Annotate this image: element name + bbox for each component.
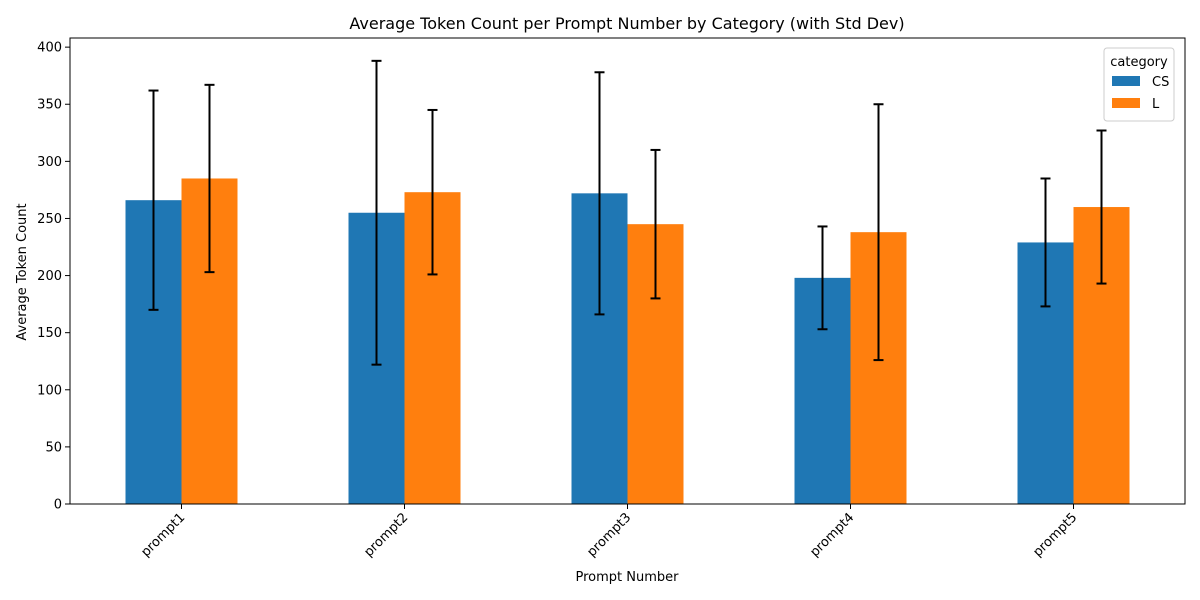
- y-tick-label: 0: [54, 498, 62, 513]
- error-bar-L-prompt5: [1096, 129, 1107, 285]
- error-bar-CS-prompt4: [817, 225, 828, 331]
- legend-label-L: L: [1152, 97, 1160, 112]
- x-tick-label: prompt4: [807, 510, 857, 560]
- error-bar-CS-prompt1: [148, 89, 159, 311]
- legend-label-CS: CS: [1152, 75, 1169, 90]
- x-tick-label: prompt3: [584, 510, 634, 560]
- y-tick-label: 200: [37, 269, 62, 284]
- legend: category CS L: [1103, 47, 1175, 122]
- y-tick-label: 150: [37, 326, 62, 341]
- x-tick-label: prompt5: [1030, 510, 1080, 560]
- y-tick-label: 400: [37, 41, 62, 56]
- legend-swatch-L: [1112, 98, 1140, 108]
- y-tick-label: 250: [37, 212, 62, 227]
- error-bar-L-prompt2: [427, 108, 438, 276]
- y-axis-label: Average Token Count: [15, 203, 30, 340]
- y-tick-label: 300: [37, 155, 62, 170]
- error-bar-L-prompt1: [204, 83, 215, 274]
- x-tick-label: prompt1: [138, 510, 188, 560]
- plot-area: 0 50 100 150 200 250 300 350 400 prompt1 prompt2 pr…: [37, 37, 1186, 560]
- error-bar-CS-prompt5: [1040, 177, 1051, 308]
- error-bar-CS-prompt2: [371, 59, 382, 366]
- error-bar-L-prompt4: [873, 103, 884, 362]
- error-bar-L-prompt3: [650, 148, 661, 300]
- y-tick-label: 350: [37, 98, 62, 113]
- x-axis-label: Prompt Number: [576, 570, 680, 585]
- legend-swatch-CS: [1112, 76, 1140, 86]
- y-tick-label: 100: [37, 383, 62, 398]
- error-bar-CS-prompt3: [594, 71, 605, 316]
- chart-title: Average Token Count per Prompt Number by…: [349, 14, 904, 33]
- legend-title: category: [1110, 55, 1168, 70]
- x-tick-label: prompt2: [361, 510, 411, 560]
- y-tick-label: 50: [45, 440, 62, 455]
